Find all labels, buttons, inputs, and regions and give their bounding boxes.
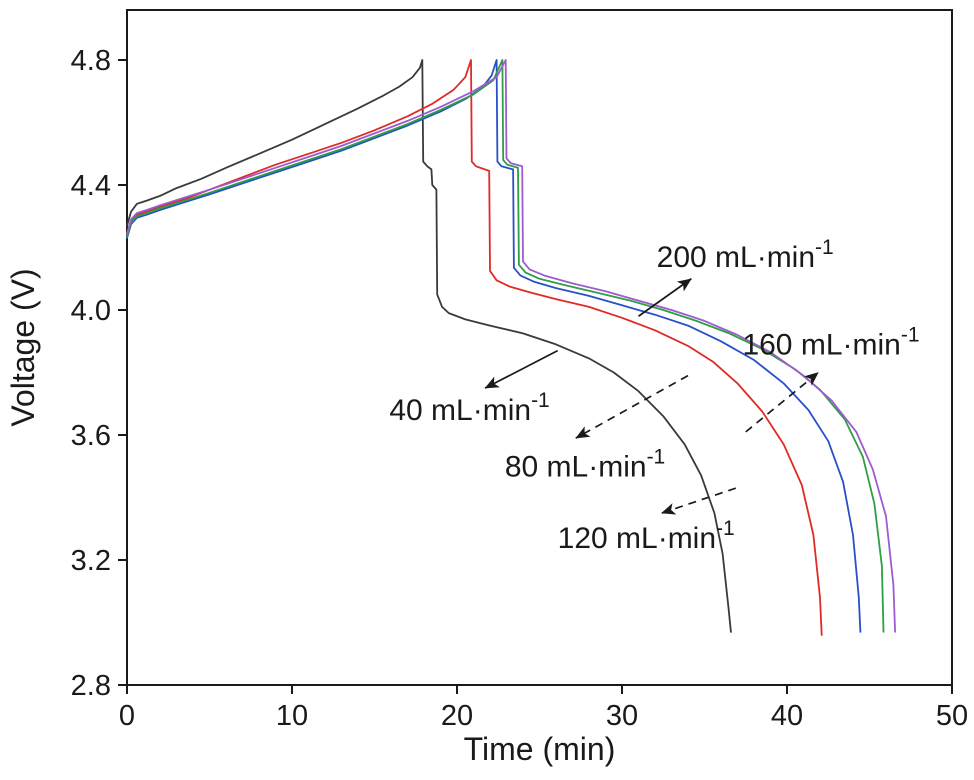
annotation-arrow-80 — [575, 374, 689, 439]
x-tick-label: 20 — [441, 700, 473, 732]
y-tick-label: 4.8 — [71, 45, 111, 77]
annotation-label-80: 80 mL·min-1 — [505, 445, 665, 483]
annotation-arrow-160 — [745, 371, 819, 433]
x-tick-label: 0 — [119, 700, 135, 732]
annotation-text-160: 160 mL·min — [742, 328, 900, 361]
x-tick-label: 40 — [771, 700, 803, 732]
annotation-exponent-200: -1 — [815, 236, 834, 259]
plot-frame — [126, 9, 953, 686]
series-line-200 — [126, 59, 896, 633]
y-tick-label: 4.4 — [71, 170, 111, 202]
plot-layer: 0 10 20 30 40 50 2.8 3.2 3.6 4.0 4.4 4.8 Time (min) V… — [5, 9, 968, 767]
annotation-label-160: 160 mL·min-1 — [742, 323, 919, 361]
x-tick-label: 30 — [606, 700, 638, 732]
annotation-label-200: 200 mL·min-1 — [657, 236, 834, 274]
annotation-label-120: 120 mL·min-1 — [558, 517, 735, 555]
series-line-120 — [126, 59, 862, 633]
annotation-exponent-120: -1 — [716, 517, 735, 540]
x-axis-title: Time (min) — [464, 731, 616, 767]
annotation-text-80: 80 mL·min — [505, 450, 647, 483]
y-tick-label: 2.8 — [71, 670, 111, 702]
series-line-80 — [126, 59, 823, 636]
y-tick-label: 3.6 — [71, 420, 111, 452]
annotation-arrow-40 — [484, 349, 559, 389]
annotation-text-120: 120 mL·min — [558, 522, 716, 555]
annotation-exponent-40: -1 — [531, 389, 550, 412]
x-tick-label: 50 — [936, 700, 968, 732]
annotation-arrow-200 — [638, 278, 692, 317]
annotation-text-200: 200 mL·min — [657, 241, 815, 274]
x-tick-label: 10 — [276, 700, 308, 732]
annotation-label-40: 40 mL·min-1 — [389, 389, 549, 427]
annotation-exponent-80: -1 — [647, 445, 666, 468]
annotation-text-40: 40 mL·min — [389, 394, 531, 427]
series-line-40 — [126, 59, 732, 633]
y-tick-label: 3.2 — [71, 545, 111, 577]
y-tick-label: 4.0 — [71, 295, 111, 327]
y-axis-title: Voltage (V) — [5, 268, 41, 426]
annotation-arrow-120 — [661, 487, 737, 515]
annotation-exponent-160: -1 — [901, 323, 920, 346]
